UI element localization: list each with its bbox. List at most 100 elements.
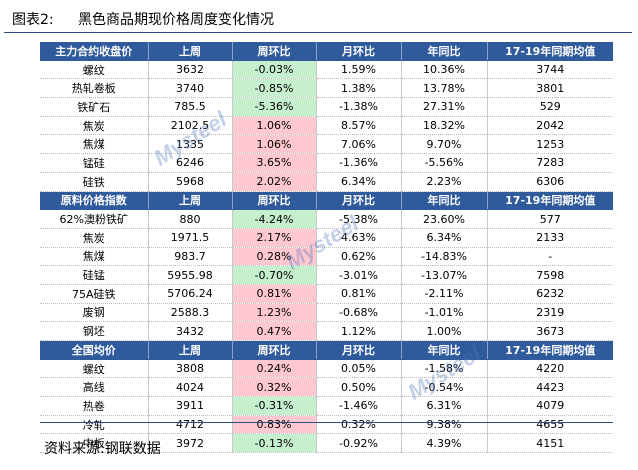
- table-cell: 3432: [148, 321, 233, 341]
- table-cell: 6.34%: [316, 172, 402, 192]
- row-label-cell: 铁矿石: [40, 97, 149, 117]
- figure-title: 黑色商品期现价格周度变化情况: [78, 12, 274, 28]
- table-cell: 1.38%: [316, 78, 402, 99]
- column-header: 周环比: [232, 42, 317, 61]
- row-label-cell: 热卷: [40, 396, 149, 416]
- section-header-row: 主力合约收盘价 上周 周环比 月环比 年同比 17-19年同期均值: [40, 42, 613, 61]
- table-cell: 785.5: [148, 97, 233, 117]
- table-row: 中板 3972 -0.13% -0.92% 4.39% 4151: [40, 433, 613, 454]
- table-cell: 577: [487, 209, 613, 229]
- table-row: 螺纹 3808 0.24% 0.05% -1.58% 4220: [40, 359, 613, 379]
- table-cell: -1.38%: [316, 97, 402, 117]
- figure-label: 图表2:: [12, 12, 54, 28]
- table-cell: 9.70%: [401, 134, 488, 155]
- table-row: 焦煤 983.7 0.28% 0.62% -14.83% -: [40, 247, 613, 267]
- table-cell: 23.60%: [401, 209, 488, 229]
- table-cell: 4655: [487, 415, 613, 435]
- table-cell: 1.06%: [232, 134, 317, 155]
- table-cell: -0.54%: [401, 377, 488, 398]
- table-cell: -0.03%: [232, 60, 317, 80]
- table-row: 焦炭 1971.5 2.17% 4.63% 6.34% 2133: [40, 228, 613, 248]
- row-label-cell: 硅铁: [40, 172, 149, 192]
- source-note: 资料来源:钢联数据: [44, 441, 161, 457]
- table-cell: -14.83%: [401, 247, 488, 267]
- table-cell: 7598: [487, 265, 613, 285]
- table-row: 硅铁 5968 2.02% 6.34% 2.23% 6306: [40, 172, 613, 192]
- table-cell: -1.46%: [316, 396, 402, 416]
- row-label-cell: 冷轧: [40, 415, 149, 435]
- table-cell: 3801: [487, 78, 613, 99]
- table-cell: -13.07%: [401, 265, 488, 285]
- table-row: 螺纹 3632 -0.03% 1.59% 10.36% 3744: [40, 60, 613, 80]
- table-cell: 1.23%: [232, 303, 317, 323]
- row-label-cell: 硅锰: [40, 265, 149, 285]
- table-cell: 4220: [487, 359, 613, 379]
- column-header: 原料价格指数: [40, 191, 149, 211]
- row-label-cell: 焦煤: [40, 247, 149, 267]
- table-cell: 4024: [148, 377, 233, 398]
- table-cell: 2102.5: [148, 116, 233, 136]
- table-cell: 0.81%: [316, 284, 402, 304]
- table-cell: 2588.3: [148, 303, 233, 323]
- table-row: 热轧卷板 3740 -0.85% 1.38% 13.78% 3801: [40, 78, 613, 99]
- table-cell: 3632: [148, 60, 233, 80]
- table-cell: 0.47%: [232, 321, 317, 341]
- table-cell: 6.34%: [401, 228, 488, 248]
- table-cell: -3.01%: [316, 265, 402, 285]
- price-change-table-body: 主力合约收盘价 上周 周环比 月环比 年同比 17-19年同期均值 螺纹 3632 -0.03%…: [40, 42, 613, 454]
- column-header: 年同比: [401, 191, 488, 211]
- column-header: 主力合约收盘价: [40, 42, 149, 61]
- table-cell: 3.65%: [232, 153, 317, 173]
- table-cell: 5968: [148, 172, 233, 192]
- table-cell: 3740: [148, 78, 233, 99]
- row-label-cell: 62%澳粉铁矿: [40, 209, 149, 229]
- row-label-cell: 热轧卷板: [40, 78, 149, 99]
- table-cell: -0.85%: [232, 78, 317, 99]
- table-cell: -0.70%: [232, 265, 317, 285]
- table-cell: 0.28%: [232, 247, 317, 267]
- row-label-cell: 钢坯: [40, 321, 149, 341]
- table-cell: 1253: [487, 134, 613, 155]
- footer-divider: [40, 422, 613, 423]
- table-cell: 1335: [148, 134, 233, 155]
- table-row: 62%澳粉铁矿 880 -4.24% -5.38% 23.60% 577: [40, 209, 613, 229]
- price-change-table: 主力合约收盘价 上周 周环比 月环比 年同比 17-19年同期均值 螺纹 3632 -0.03%…: [40, 42, 613, 454]
- table-row: 硅锰 5955.98 -0.70% -3.01% -13.07% 7598: [40, 265, 613, 285]
- table-cell: 4.63%: [316, 228, 402, 248]
- section-header-row: 原料价格指数 上周 周环比 月环比 年同比 17-19年同期均值: [40, 191, 613, 211]
- table-cell: 5706.24: [148, 284, 233, 304]
- table-row: 热卷 3911 -0.31% -1.46% 6.31% 4079: [40, 396, 613, 416]
- row-label-cell: 75A硅铁: [40, 284, 149, 304]
- table-cell: 880: [148, 209, 233, 229]
- table-cell: 1.06%: [232, 116, 317, 136]
- table-row: 铁矿石 785.5 -5.36% -1.38% 27.31% 529: [40, 97, 613, 117]
- table-cell: 1.12%: [316, 321, 402, 341]
- table-cell: -0.92%: [316, 433, 402, 454]
- table-row: 冷轧 4712 0.83% 0.32% 9.38% 4655: [40, 415, 613, 435]
- table-cell: 2.17%: [232, 228, 317, 248]
- column-header: 年同比: [401, 42, 488, 61]
- table-cell: -5.56%: [401, 153, 488, 173]
- table-cell: 4712: [148, 415, 233, 435]
- table-cell: 4.39%: [401, 433, 488, 454]
- table-cell: 7.06%: [316, 134, 402, 155]
- table-cell: 3972: [148, 433, 233, 454]
- table-cell: 3808: [148, 359, 233, 379]
- table-cell: 10.36%: [401, 60, 488, 80]
- column-header: 月环比: [316, 191, 402, 211]
- table-cell: 4079: [487, 396, 613, 416]
- table-row: 钢坯 3432 0.47% 1.12% 1.00% 3673: [40, 321, 613, 341]
- table-cell: 6246: [148, 153, 233, 173]
- table-cell: -5.38%: [316, 209, 402, 229]
- row-label-cell: 螺纹: [40, 60, 149, 80]
- row-label-cell: 高线: [40, 377, 149, 398]
- table-cell: 983.7: [148, 247, 233, 267]
- table-cell: -4.24%: [232, 209, 317, 229]
- table-cell: 0.83%: [232, 415, 317, 435]
- table-cell: 27.31%: [401, 97, 488, 117]
- table-cell: -1.01%: [401, 303, 488, 323]
- column-header: 全国均价: [40, 340, 149, 360]
- table-cell: 2042: [487, 116, 613, 136]
- table-cell: 6232: [487, 284, 613, 304]
- row-label-cell: 焦煤: [40, 134, 149, 155]
